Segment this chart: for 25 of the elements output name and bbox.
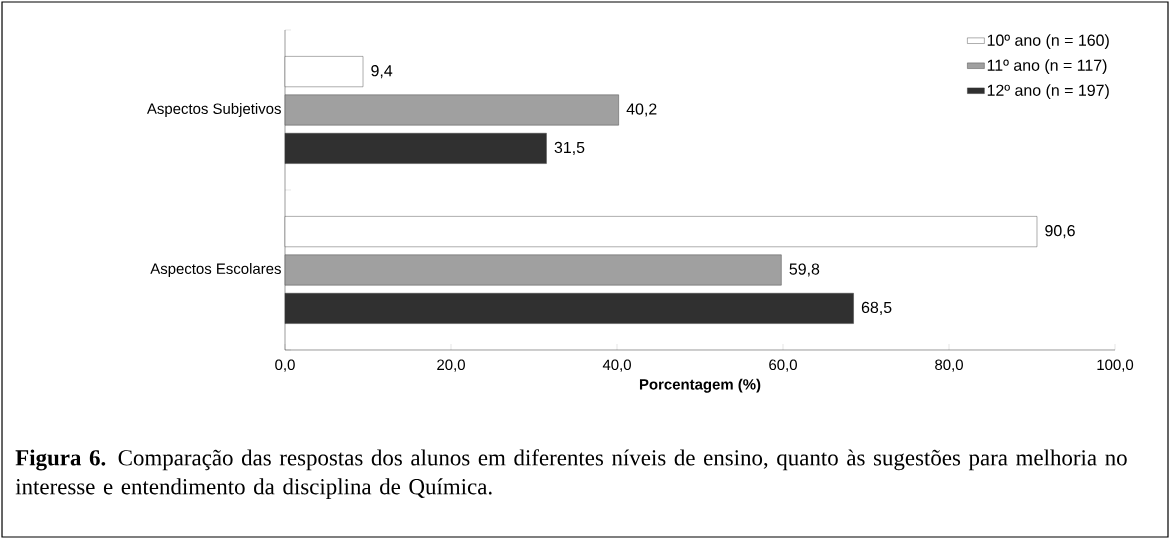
y-tick-label: Aspectos Escolares bbox=[150, 263, 281, 277]
x-tick-label: 0,0 bbox=[275, 359, 295, 372]
bar bbox=[284, 94, 619, 126]
data-label: 9,4 bbox=[371, 65, 393, 79]
x-tick-label: 40,0 bbox=[602, 359, 631, 372]
bar bbox=[284, 292, 854, 324]
data-label: 68,5 bbox=[861, 301, 892, 315]
legend-label: 11º ano (n = 117) bbox=[987, 59, 1107, 75]
x-axis-title: Porcentagem (%) bbox=[639, 378, 761, 393]
text: Figura 6. Comparação das respostas dos alunos em diferentes níveis de ensino, quanto às sugestões para melhoria no interesse e entendimento da disciplina de Química. bbox=[15, 449, 1127, 500]
legend-label: 10º ano (n = 160) bbox=[987, 34, 1109, 50]
data-label: 90,6 bbox=[1045, 225, 1075, 239]
y-tick-label: Aspectos Subjetivos bbox=[146, 103, 281, 117]
data-label: 59,8 bbox=[789, 263, 820, 277]
x-tick-label: 60,0 bbox=[769, 359, 797, 372]
bar bbox=[284, 132, 547, 164]
data-label: 40,2 bbox=[626, 103, 657, 117]
bar bbox=[284, 254, 782, 286]
x-tick-label: 100,0 bbox=[1097, 359, 1134, 372]
data-label: 31,5 bbox=[554, 141, 585, 155]
legend-label: 12º ano (n = 197) bbox=[987, 84, 1109, 100]
bar bbox=[284, 216, 1038, 247]
x-tick-label: 20,0 bbox=[437, 359, 465, 372]
x-tick-label: 80,0 bbox=[935, 359, 963, 372]
bar bbox=[284, 56, 364, 87]
